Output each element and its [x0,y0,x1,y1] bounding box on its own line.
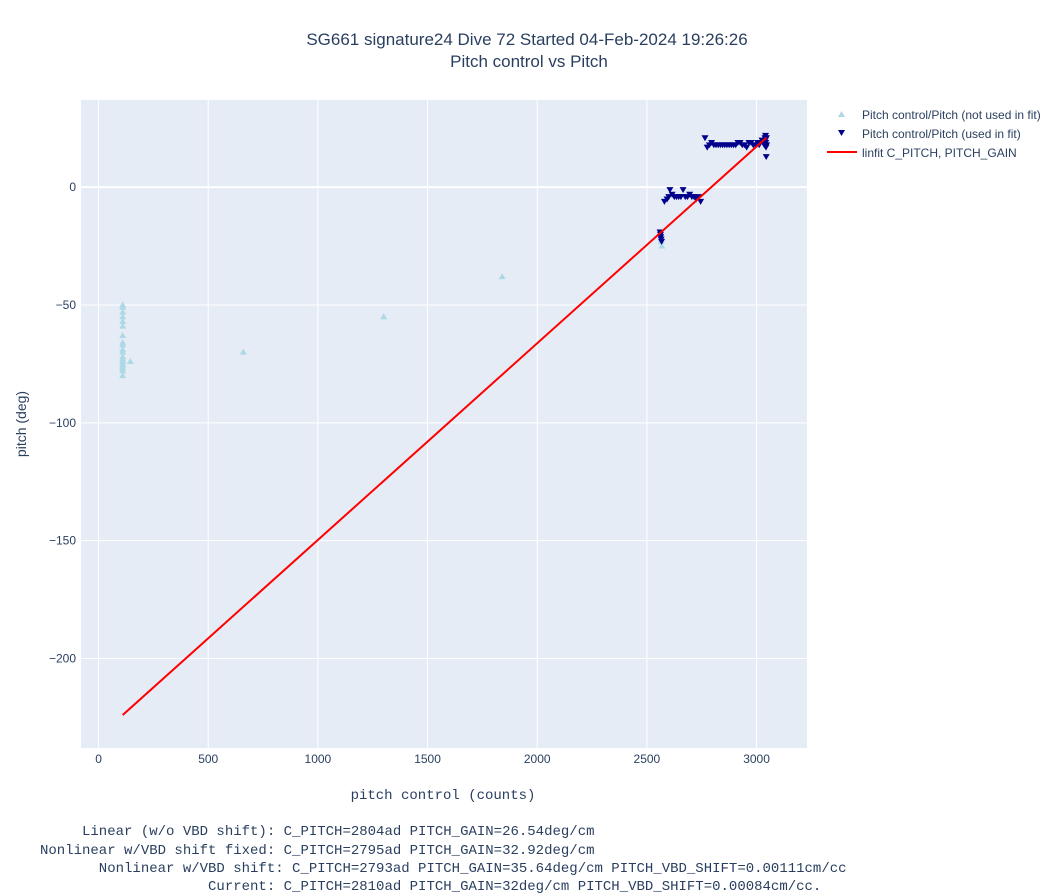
data-point [658,242,666,249]
x-tick-label: 2500 [634,752,661,766]
data-point [119,372,127,379]
series-2 [122,136,768,716]
y-tick-labels: 0 −50 −100 −150 −200 [49,180,76,665]
x-tick-label: 2000 [524,752,551,766]
data-point [658,238,666,245]
legend-triangle-down-icon [838,130,845,136]
legend-triangle-up-icon [838,111,845,117]
data-point [119,341,127,348]
data-point [743,144,751,151]
x-tick-label: 0 [95,752,102,766]
data-point [498,273,506,280]
x-tick-label: 3000 [743,752,770,766]
data-point [666,187,674,194]
linfit-line [122,136,768,716]
annotation-line-nonlinear-shift: Nonlinear w/VBD shift: C_PITCH=2793ad PI… [40,861,847,877]
x-gridlines [98,100,758,748]
legend[interactable]: Pitch control/Pitch (not used in fit) Pi… [827,108,1041,160]
data-point [119,317,127,324]
data-point [701,135,709,142]
data-point [239,348,247,355]
legend-item-not-used[interactable]: Pitch control/Pitch (not used in fit) [838,108,1041,122]
data-point [119,303,127,310]
y-axis-title: pitch (deg) [13,391,29,457]
chart-title-line-2: Pitch control vs Pitch [450,52,608,71]
fit-results-annotation: Linear (w/o VBD shift): C_PITCH=2804ad P… [40,824,847,894]
annotation-line-linear: Linear (w/o VBD shift): C_PITCH=2804ad P… [40,824,595,840]
data-point [380,313,388,320]
data-point [763,142,771,149]
data-point [677,194,685,201]
legend-label-not-used: Pitch control/Pitch (not used in fit) [862,108,1041,122]
annotation-line-current: Current: C_PITCH=2810ad PITCH_GAIN=32deg… [40,879,821,894]
x-tick-labels: 0 500 1000 1500 2000 2500 3000 [95,752,770,766]
x-axis-title: pitch control (counts) [351,788,536,804]
data-point [762,154,770,161]
data-point [126,358,134,365]
data-point [665,194,673,201]
y-tick-label: 0 [69,180,76,194]
y-tick-label: −150 [49,534,76,548]
data-point [119,332,127,339]
data-series [119,132,771,716]
plot-area [81,100,807,748]
chart-title-line-1: SG661 signature24 Dive 72 Started 04-Feb… [306,30,747,49]
data-point [119,367,127,374]
y-tick-label: −200 [49,651,76,665]
series-1 [656,132,771,245]
annotation-line-nonlinear-fixed: Nonlinear w/VBD shift fixed: C_PITCH=279… [40,843,595,859]
data-point [119,308,127,315]
data-point [119,348,127,355]
legend-label-used: Pitch control/Pitch (used in fit) [862,127,1021,141]
x-tick-label: 1500 [414,752,441,766]
data-point [697,198,705,205]
x-tick-label: 1000 [305,752,332,766]
chart-title: SG661 signature24 Dive 72 Started 04-Feb… [306,30,747,71]
x-tick-label: 500 [198,752,218,766]
data-point [679,187,687,194]
data-point [119,313,127,320]
y-tick-label: −50 [56,298,77,312]
data-point [694,194,702,201]
legend-item-linfit[interactable]: linfit C_PITCH, PITCH_GAIN [827,146,1017,160]
data-point [119,322,127,329]
legend-item-used[interactable]: Pitch control/Pitch (used in fit) [838,127,1021,141]
y-tick-label: −100 [49,416,76,430]
legend-label-linfit: linfit C_PITCH, PITCH_GAIN [862,146,1017,160]
